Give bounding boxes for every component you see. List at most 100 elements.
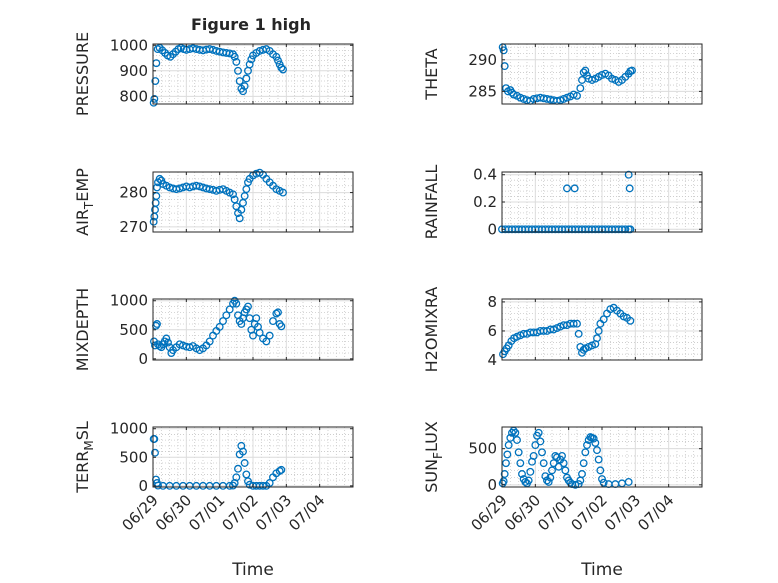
data-point	[153, 320, 161, 328]
y-tick-label: 6	[487, 322, 497, 340]
data-point	[599, 478, 608, 487]
data-point	[563, 184, 571, 193]
data-point	[536, 437, 545, 446]
data-point	[151, 448, 159, 457]
y-axis-label: SUNFLUX	[422, 421, 445, 493]
data-point	[242, 74, 251, 83]
data-point	[234, 464, 242, 473]
data-point	[252, 314, 261, 323]
data-point	[594, 327, 603, 335]
data-series	[499, 303, 635, 359]
data-point	[546, 473, 555, 482]
data-point	[573, 319, 581, 328]
data-point	[499, 46, 508, 55]
data-point	[544, 477, 553, 486]
data-point	[624, 170, 633, 179]
data-point	[554, 462, 563, 471]
data-point	[239, 87, 247, 96]
y-tick-label: 0	[487, 220, 497, 238]
data-point	[502, 459, 510, 468]
data-point	[503, 450, 512, 459]
y-tick-label: 0	[138, 477, 148, 495]
data-point	[164, 338, 172, 347]
data-point	[275, 467, 284, 475]
subplot-2: 285 290 THETA	[422, 43, 703, 105]
data-point	[538, 448, 546, 457]
data-point	[205, 337, 214, 346]
data-point	[500, 470, 509, 478]
data-point	[559, 459, 568, 468]
data-point	[599, 315, 608, 324]
data-point	[150, 435, 159, 443]
data-series	[149, 43, 287, 107]
data-series	[498, 43, 636, 105]
data-point	[624, 477, 633, 486]
data-point	[277, 465, 286, 474]
data-point	[570, 184, 579, 193]
data-point	[598, 475, 606, 483]
data-point	[561, 466, 570, 475]
data-point	[526, 467, 535, 476]
y-tick-label: 0.2	[473, 193, 497, 211]
data-point	[222, 311, 231, 320]
data-point	[594, 455, 603, 464]
subplot-5: 0 500 1000 MIXDEPTH	[73, 288, 354, 371]
data-point	[255, 328, 264, 337]
y-tick-label: 0	[138, 350, 148, 368]
data-point	[571, 480, 580, 489]
data-point	[524, 476, 533, 485]
y-tick-label: 1000	[110, 292, 148, 310]
y-tick-label: 800	[119, 87, 148, 105]
data-point	[244, 302, 252, 311]
data-point	[272, 52, 281, 61]
subplot-3: 270 280 AIRTEMP	[73, 168, 354, 236]
data-point	[508, 428, 516, 437]
data-point	[583, 441, 591, 450]
data-point	[149, 217, 158, 226]
data-point	[596, 466, 605, 475]
data-point	[566, 478, 575, 487]
data-point	[277, 63, 286, 72]
y-axis-label: H2OMIXRA	[422, 287, 441, 373]
y-tick-label: 8	[487, 293, 497, 311]
data-point	[150, 94, 159, 103]
data-point	[625, 184, 634, 193]
data-point	[262, 337, 271, 346]
y-axis-label: MIXDEPTH	[73, 288, 92, 371]
data-point	[245, 60, 254, 69]
data-point	[162, 334, 171, 343]
data-point	[516, 459, 525, 468]
y-axis-label: THETA	[422, 48, 441, 100]
data-point	[234, 66, 242, 75]
data-point	[277, 322, 286, 331]
data-point	[531, 441, 540, 450]
x-axis-label: Time	[231, 560, 274, 580]
data-point	[628, 66, 636, 75]
data-point	[578, 470, 586, 478]
data-point	[511, 428, 520, 437]
data-point	[574, 329, 583, 338]
data-point	[541, 472, 550, 481]
x-axis-label: Time	[580, 560, 623, 580]
data-point	[265, 479, 274, 487]
figure-title: Figure 1 high	[191, 15, 311, 34]
subplot-4: 0 0.2 0.4 RAINFALL	[422, 165, 703, 239]
data-point	[621, 225, 630, 234]
data-point	[279, 65, 287, 74]
data-point	[225, 305, 234, 314]
data-point	[589, 434, 598, 443]
data-point	[153, 183, 161, 192]
data-point	[269, 317, 277, 326]
data-point	[232, 57, 241, 66]
data-point	[247, 55, 256, 64]
data-point	[151, 77, 160, 85]
data-point	[504, 441, 513, 450]
data-point	[518, 470, 526, 478]
data-point	[500, 62, 509, 71]
major-grid	[502, 44, 702, 104]
data-series	[498, 426, 633, 489]
data-point	[581, 66, 590, 75]
data-point	[579, 459, 588, 468]
data-point	[265, 331, 274, 340]
